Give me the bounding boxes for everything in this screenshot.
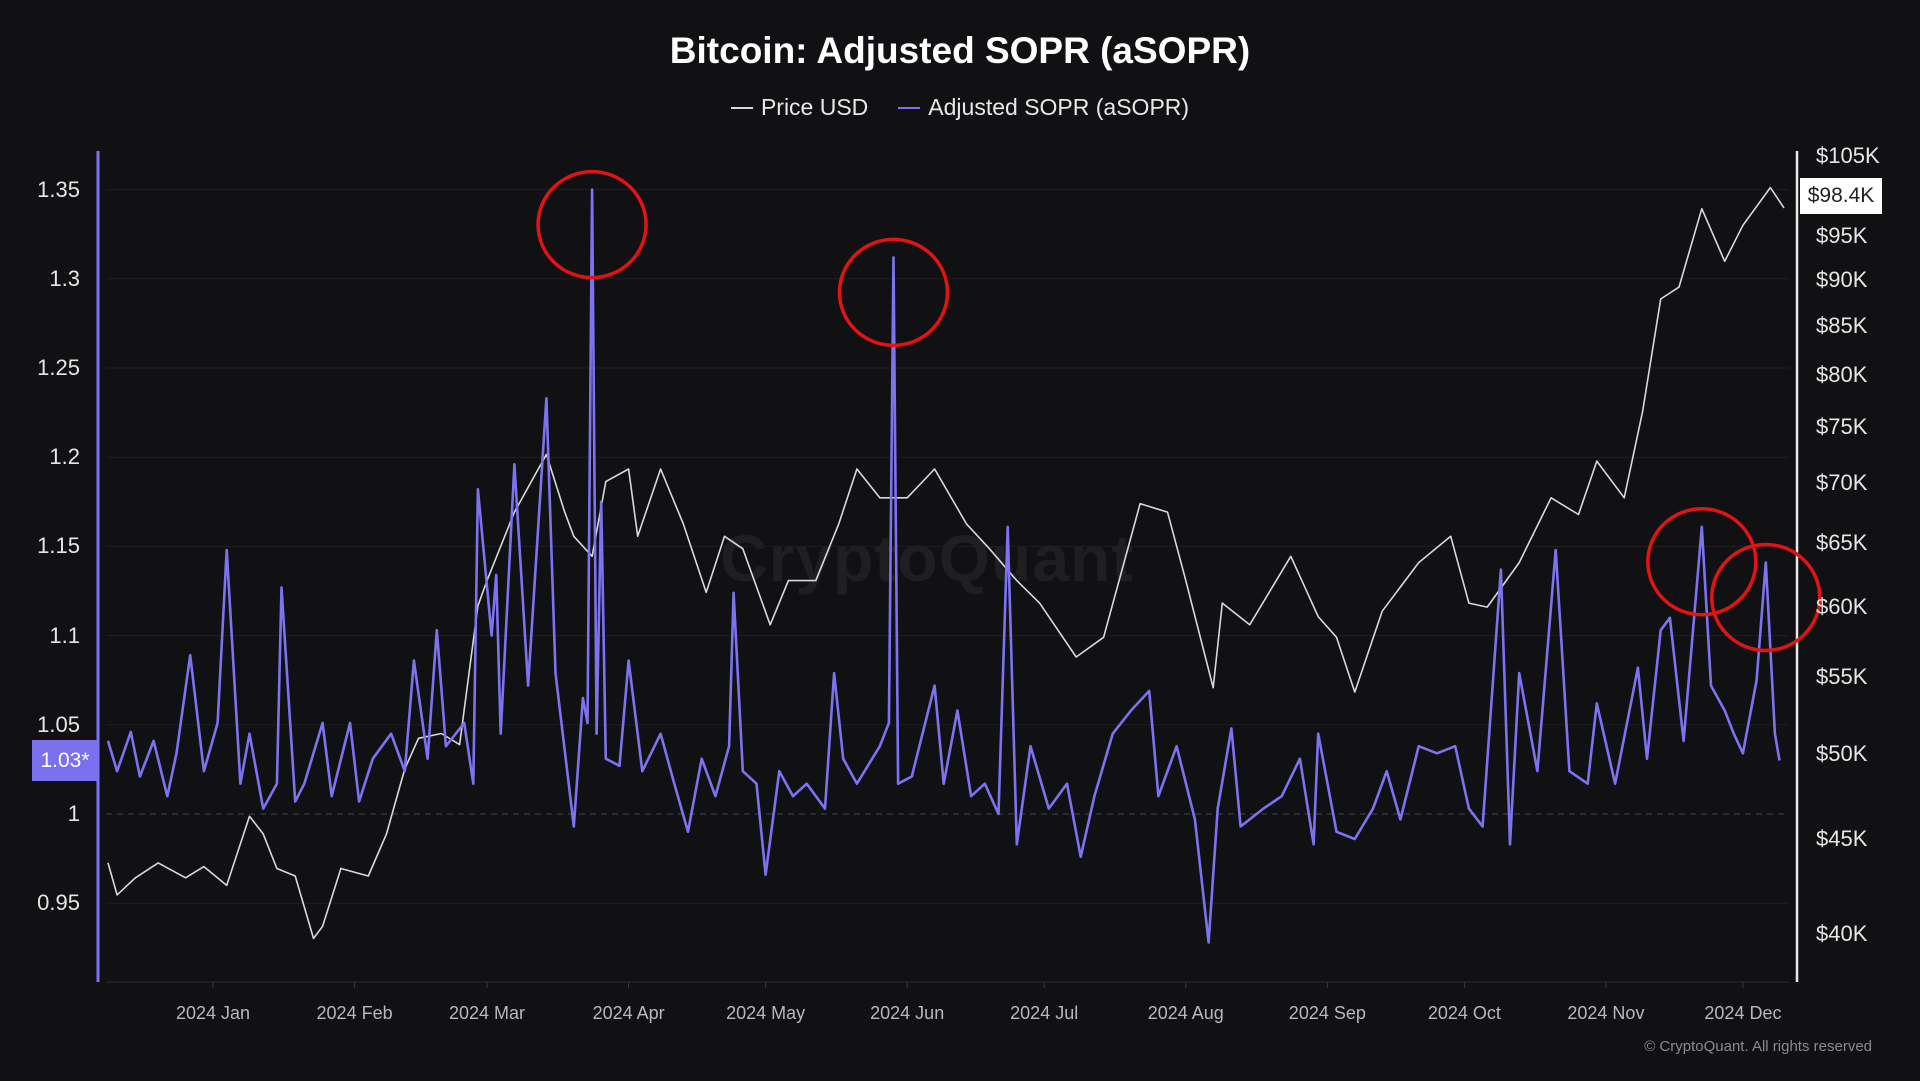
x-axis-tick-label: 2024 Dec	[1704, 1003, 1782, 1023]
annotations	[536, 169, 1822, 653]
copyright-footer: © CryptoQuant. All rights reserved	[1644, 1038, 1872, 1055]
right-axis-tick-label: $50K	[1816, 741, 1868, 767]
right-axis-tick-label: $40K	[1816, 921, 1868, 947]
x-axis-tick-label: 2024 Jun	[870, 1003, 945, 1023]
gridlines	[106, 189, 1789, 983]
left-axis-tick-label: 1.15	[37, 533, 80, 559]
right-axis-tick-label: $55K	[1816, 664, 1868, 690]
chart-title: Bitcoin: Adjusted SOPR (aSOPR)	[669, 30, 1251, 71]
right-axis-tick-label: $90K	[1816, 266, 1868, 292]
legend-item-asopr[interactable]: Adjusted SOPR (aSOPR)	[898, 94, 1189, 121]
legend-label-asopr: Adjusted SOPR (aSOPR)	[928, 94, 1190, 120]
x-axis-tick-label: 2024 Jul	[1010, 1003, 1079, 1023]
right-axis-tick-label: $85K	[1816, 313, 1868, 339]
legend: Price USD Adjusted SOPR (aSOPR)	[0, 94, 1920, 121]
right-axis-tick-label: $95K	[1816, 223, 1868, 249]
annotation-circle	[837, 237, 950, 348]
right-axis-tick-label: $65K	[1816, 529, 1868, 555]
asopr-line	[106, 188, 1781, 944]
annotation-circle	[1710, 542, 1822, 653]
legend-label-price: Price USD	[760, 94, 869, 120]
right-axis-tick-label: $75K	[1816, 414, 1868, 440]
right-axis-tick-label: $70K	[1816, 469, 1868, 495]
right-axis-tick-label: $80K	[1816, 361, 1868, 387]
left-axis-tick-label: 0.95	[37, 890, 80, 916]
axes	[96, 151, 1799, 988]
x-axis-tick-label: 2024 Oct	[1427, 1003, 1501, 1023]
x-axis-tick-label: 2024 Jan	[175, 1003, 251, 1023]
x-axis-tick-label: 2024 May	[726, 1003, 806, 1023]
x-axis-tick-label: 2024 Mar	[448, 1003, 526, 1023]
legend-swatch-price	[730, 106, 753, 109]
left-axis-tick-label: 1.3	[49, 265, 80, 291]
annotation-circle	[536, 169, 648, 280]
legend-item-price[interactable]: Price USD	[730, 94, 869, 121]
watermark: CryptoQuant	[720, 521, 1135, 595]
right-axis-tick-label: $60K	[1816, 594, 1868, 620]
x-axis-tick-label: 2024 Feb	[316, 1003, 393, 1023]
annotation-circle	[1646, 507, 1758, 617]
x-axis-tick-label: 2024 Apr	[592, 1003, 665, 1023]
right-axis-tick-label: $45K	[1816, 826, 1868, 852]
x-axis-tick-label: 2024 Sep	[1288, 1003, 1366, 1023]
legend-swatch-asopr	[898, 106, 921, 109]
left-axis-tick-label: 1.05	[37, 711, 80, 737]
current-price-label: $98.4K	[1800, 178, 1882, 214]
left-axis-tick-label: 1.2	[49, 444, 80, 470]
x-axis-tick-label: 2024 Aug	[1147, 1003, 1224, 1023]
left-axis-tick-label: 1.35	[37, 176, 80, 202]
price-line	[107, 186, 1785, 940]
series-lines	[106, 186, 1785, 944]
x-axis-tick-label: 2024 Nov	[1567, 1003, 1645, 1023]
right-axis-tick-label: $105K	[1816, 142, 1880, 168]
current-asopr-label: 1.03*	[32, 740, 98, 781]
left-axis-tick-label: 1.25	[37, 355, 80, 380]
left-axis-tick-label: 1.1	[49, 622, 80, 648]
left-axis-tick-label: 1	[67, 801, 80, 826]
